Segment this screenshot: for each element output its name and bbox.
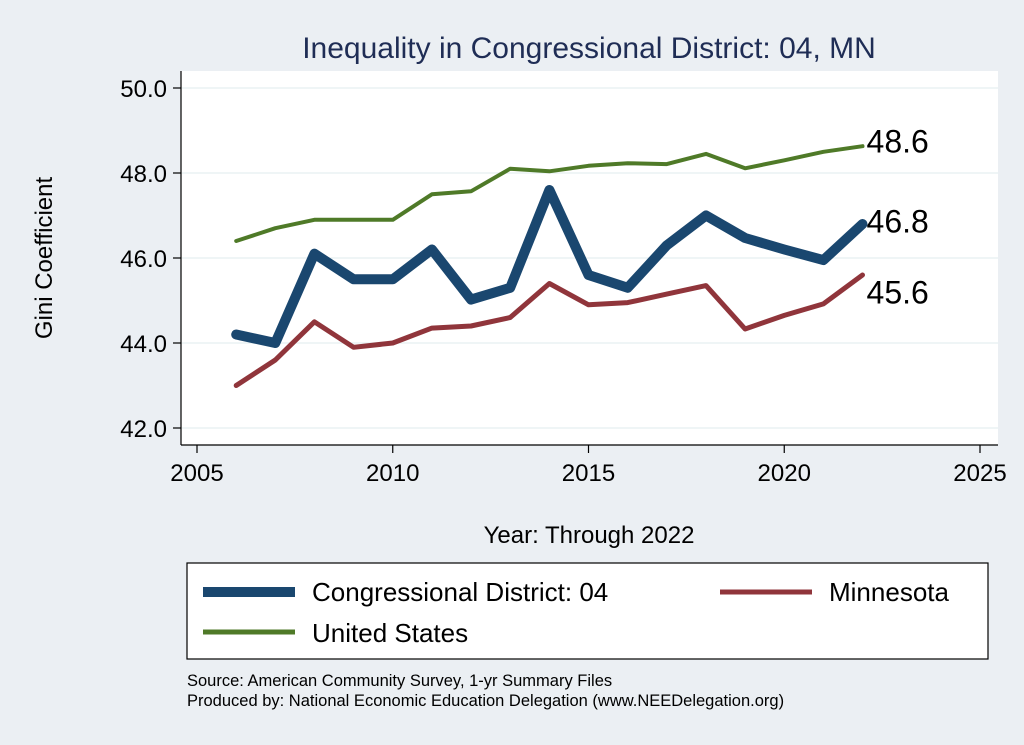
chart-title: Inequality in Congressional District: 04… bbox=[302, 32, 876, 65]
x-tick-label: 2015 bbox=[562, 460, 615, 487]
legend-label-district: Congressional District: 04 bbox=[312, 577, 608, 607]
legend-label-minnesota: Minnesota bbox=[829, 577, 949, 607]
series-line-congressional-district-04 bbox=[231, 185, 868, 348]
x-axis: 2005 2010 2015 2020 2025 bbox=[170, 445, 1007, 487]
legend: Congressional District: 04 Minnesota Uni… bbox=[186, 562, 989, 660]
x-tick-label: 2025 bbox=[953, 460, 1006, 487]
y-axis: 42.0 44.0 46.0 48.0 50.0 bbox=[120, 76, 181, 443]
y-tick-label: 46.0 bbox=[120, 246, 167, 273]
end-value-label: 48.6 bbox=[867, 124, 929, 160]
y-tick-label: 50.0 bbox=[120, 76, 167, 103]
y-tick-label: 42.0 bbox=[120, 416, 167, 443]
x-tick-label: 2010 bbox=[366, 460, 419, 487]
series-line-united-states bbox=[234, 144, 865, 243]
y-tick-label: 44.0 bbox=[120, 331, 167, 358]
end-value-label: 45.6 bbox=[867, 274, 929, 310]
series-line-minnesota bbox=[233, 272, 865, 388]
legend-box bbox=[186, 562, 989, 660]
y-tick-label: 48.0 bbox=[120, 161, 167, 188]
end-value-label: 46.8 bbox=[867, 203, 929, 239]
producer-note: Produced by: National Economic Education… bbox=[187, 692, 785, 710]
x-tick-label: 2005 bbox=[170, 460, 223, 487]
x-tick-label: 2020 bbox=[758, 460, 811, 487]
x-axis-title: Year: Through 2022 bbox=[484, 522, 695, 549]
legend-label-united-states: United States bbox=[312, 618, 468, 648]
end-labels: 48.6 46.8 45.6 bbox=[867, 124, 929, 311]
source-note: Source: American Community Survey, 1-yr … bbox=[187, 672, 613, 690]
y-axis-title: Gini Coefficient bbox=[31, 177, 58, 340]
series-lines bbox=[231, 144, 868, 388]
